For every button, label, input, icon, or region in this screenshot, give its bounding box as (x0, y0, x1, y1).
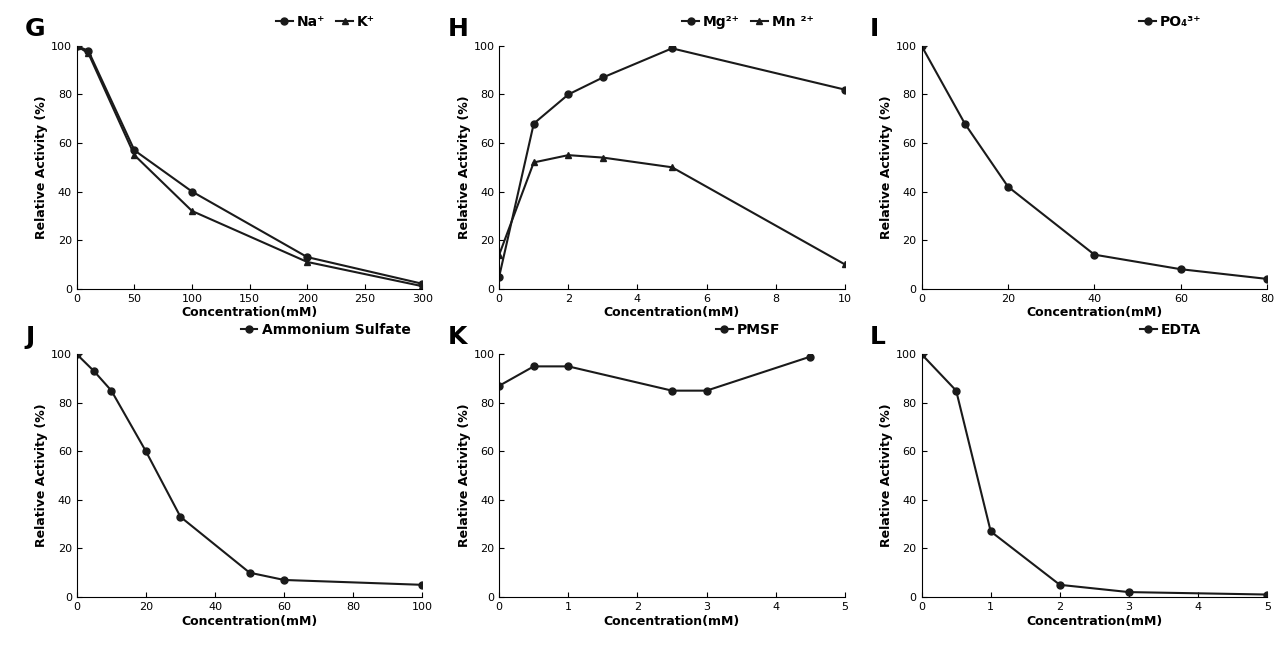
Legend: Ammonium Sulfate: Ammonium Sulfate (236, 318, 416, 342)
Legend: PO₄³⁺: PO₄³⁺ (1134, 9, 1207, 34)
X-axis label: Concentration(mM): Concentration(mM) (604, 615, 740, 628)
Legend: PMSF: PMSF (710, 318, 786, 342)
Legend: EDTA: EDTA (1134, 318, 1207, 342)
Text: J: J (24, 325, 35, 349)
Y-axis label: Relative Activity (%): Relative Activity (%) (457, 404, 471, 547)
X-axis label: Concentration(mM): Concentration(mM) (182, 306, 317, 319)
X-axis label: Concentration(mM): Concentration(mM) (604, 306, 740, 319)
Text: L: L (870, 325, 886, 349)
Text: K: K (448, 325, 467, 349)
Legend: Na⁺, K⁺: Na⁺, K⁺ (270, 9, 380, 34)
Y-axis label: Relative Activity (%): Relative Activity (%) (35, 404, 49, 547)
Y-axis label: Relative Activity (%): Relative Activity (%) (879, 404, 893, 547)
Y-axis label: Relative Activity (%): Relative Activity (%) (35, 96, 49, 239)
Legend: Mg²⁺, Mn ²⁺: Mg²⁺, Mn ²⁺ (677, 9, 819, 34)
X-axis label: Concentration(mM): Concentration(mM) (182, 615, 317, 628)
Y-axis label: Relative Activity (%): Relative Activity (%) (457, 96, 471, 239)
Text: G: G (24, 17, 46, 41)
Text: H: H (448, 17, 468, 41)
Text: I: I (870, 17, 879, 41)
X-axis label: Concentration(mM): Concentration(mM) (1027, 615, 1162, 628)
Y-axis label: Relative Activity (%): Relative Activity (%) (879, 96, 893, 239)
X-axis label: Concentration(mM): Concentration(mM) (1027, 306, 1162, 319)
